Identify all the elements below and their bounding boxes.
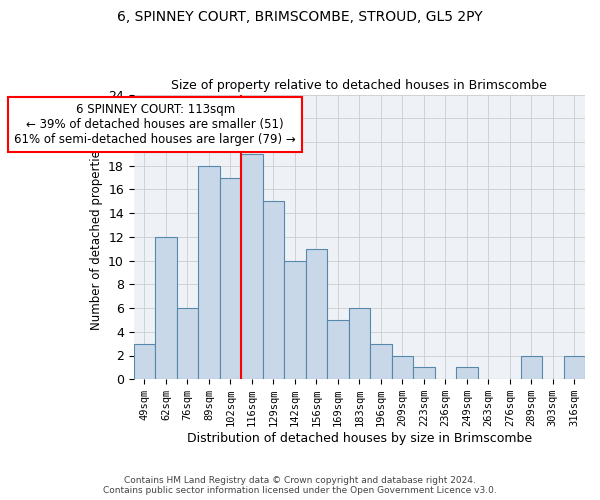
Bar (263, 202, 284, 379)
Bar (177, 308, 198, 379)
Bar (349, 308, 370, 379)
Bar (413, 368, 434, 379)
Title: Size of property relative to detached houses in Brimscombe: Size of property relative to detached ho… (172, 79, 547, 92)
Bar (134, 344, 155, 379)
Bar (198, 166, 220, 379)
Bar (305, 248, 327, 379)
Bar (327, 320, 349, 379)
Bar (220, 178, 241, 379)
Bar (241, 154, 263, 379)
Bar (370, 344, 392, 379)
Y-axis label: Number of detached properties: Number of detached properties (89, 144, 103, 330)
X-axis label: Distribution of detached houses by size in Brimscombe: Distribution of detached houses by size … (187, 432, 532, 445)
Bar (563, 356, 585, 379)
Bar (392, 356, 413, 379)
Text: 6, SPINNEY COURT, BRIMSCOMBE, STROUD, GL5 2PY: 6, SPINNEY COURT, BRIMSCOMBE, STROUD, GL… (117, 10, 483, 24)
Text: Contains HM Land Registry data © Crown copyright and database right 2024.
Contai: Contains HM Land Registry data © Crown c… (103, 476, 497, 495)
Bar (155, 237, 177, 379)
Text: 6 SPINNEY COURT: 113sqm
← 39% of detached houses are smaller (51)
61% of semi-de: 6 SPINNEY COURT: 113sqm ← 39% of detache… (14, 103, 296, 146)
Bar (456, 368, 478, 379)
Bar (521, 356, 542, 379)
Bar (284, 260, 305, 379)
